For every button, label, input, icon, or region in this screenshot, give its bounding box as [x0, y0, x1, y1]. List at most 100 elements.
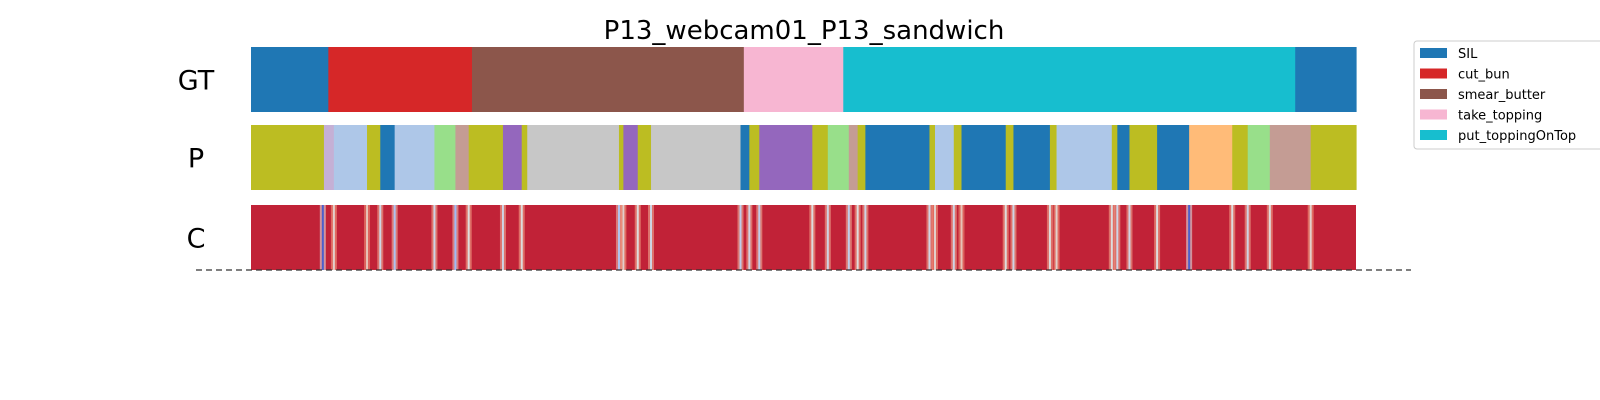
segment	[367, 125, 381, 190]
segment	[749, 125, 760, 190]
segment	[455, 125, 470, 190]
confidence-dip	[454, 205, 457, 270]
segment	[743, 47, 844, 112]
confidence-dip	[758, 205, 761, 270]
segment	[618, 125, 624, 190]
segment	[434, 125, 457, 190]
confidence-dip	[1110, 205, 1113, 270]
row-gt: GT	[178, 47, 1357, 112]
segment	[1129, 125, 1158, 190]
segment	[812, 125, 829, 190]
segment	[1111, 125, 1118, 190]
confidence-dip	[501, 205, 504, 270]
confidence-dip	[393, 205, 396, 270]
row-label-c: C	[187, 224, 206, 255]
segment	[1232, 125, 1249, 190]
legend-swatch	[1420, 68, 1447, 79]
segment	[1189, 125, 1233, 190]
confidence-dip	[1128, 205, 1131, 270]
segment	[623, 125, 639, 190]
segment	[857, 125, 866, 190]
segment	[527, 125, 620, 190]
confidence-dip	[433, 205, 436, 270]
confidence-dip	[864, 205, 867, 270]
confidence-dip	[379, 205, 382, 270]
confidence-dip	[467, 205, 470, 270]
segment	[323, 125, 335, 190]
legend-swatch	[1420, 109, 1447, 120]
segment	[1005, 125, 1015, 190]
segment	[380, 125, 396, 190]
legend-label: take_topping	[1458, 109, 1542, 124]
confidence-dip	[1012, 205, 1015, 270]
confidence-dip	[934, 205, 936, 270]
segment	[1056, 125, 1113, 190]
segment	[251, 47, 329, 112]
confidence-dip	[1156, 205, 1159, 270]
legend-swatch	[1420, 130, 1447, 140]
segment	[651, 125, 742, 190]
row-c: C	[187, 205, 1356, 270]
confidence-dip	[748, 205, 751, 270]
segment	[637, 125, 652, 190]
row-label-gt: GT	[178, 66, 215, 97]
confidence-dip	[1231, 205, 1234, 270]
segment	[1157, 125, 1190, 190]
confidence-dip	[1048, 205, 1051, 270]
confidence-dip	[332, 205, 335, 270]
row-p: P	[188, 125, 1357, 190]
segment	[1013, 125, 1051, 190]
confidence-dip	[856, 205, 859, 270]
segment	[865, 125, 931, 190]
confidence-dip	[1116, 205, 1119, 270]
confidence-dip	[1309, 205, 1312, 270]
segment	[1295, 47, 1357, 112]
segment	[935, 125, 955, 190]
confidence-dip	[739, 205, 742, 270]
confidence-dip	[811, 205, 814, 270]
confidence-dip	[952, 205, 955, 270]
segment	[740, 125, 750, 190]
confidence-dip	[1004, 205, 1007, 270]
segment	[759, 125, 813, 190]
segment	[1269, 125, 1312, 190]
legend-frame	[1413, 40, 1600, 150]
segment	[472, 47, 745, 112]
legend-swatch	[1420, 48, 1447, 58]
confidence-dip	[321, 205, 324, 270]
confidence-dip	[366, 205, 369, 270]
confidence-dip	[1188, 205, 1191, 270]
legend: SIL cut_bun smear_butter take_topping put_to…	[1413, 40, 1600, 150]
confidence-dip	[1055, 205, 1058, 270]
confidence-dip	[1246, 205, 1249, 270]
legend-label: put_toppingOnTop	[1458, 129, 1576, 144]
segment	[394, 125, 436, 190]
segment	[521, 125, 528, 190]
segment	[251, 125, 325, 190]
confidence-dip	[622, 205, 625, 270]
confidence-dip	[960, 205, 963, 270]
chart-title: P13_webcam01_P13_sandwich	[604, 16, 1005, 46]
segment	[502, 125, 523, 190]
legend-label: SIL	[1458, 47, 1478, 62]
confidence-dip	[520, 205, 523, 270]
segment	[929, 125, 936, 190]
segment	[827, 125, 850, 190]
confidence-dip	[847, 205, 850, 270]
segment	[843, 47, 1296, 112]
confidence-dip	[928, 205, 931, 270]
legend-label: smear_butter	[1458, 88, 1546, 103]
segment	[1049, 125, 1058, 190]
segment	[961, 125, 1007, 190]
segment	[333, 125, 368, 190]
timeline-rows: GT P C	[178, 47, 1357, 270]
segment	[328, 47, 473, 112]
legend-label: cut_bun	[1458, 68, 1510, 83]
legend-swatch	[1420, 89, 1447, 99]
segment	[1247, 125, 1271, 190]
segment	[848, 125, 859, 190]
confidence-dip	[650, 205, 653, 270]
segment	[953, 125, 963, 190]
confidence-dip	[826, 205, 829, 270]
